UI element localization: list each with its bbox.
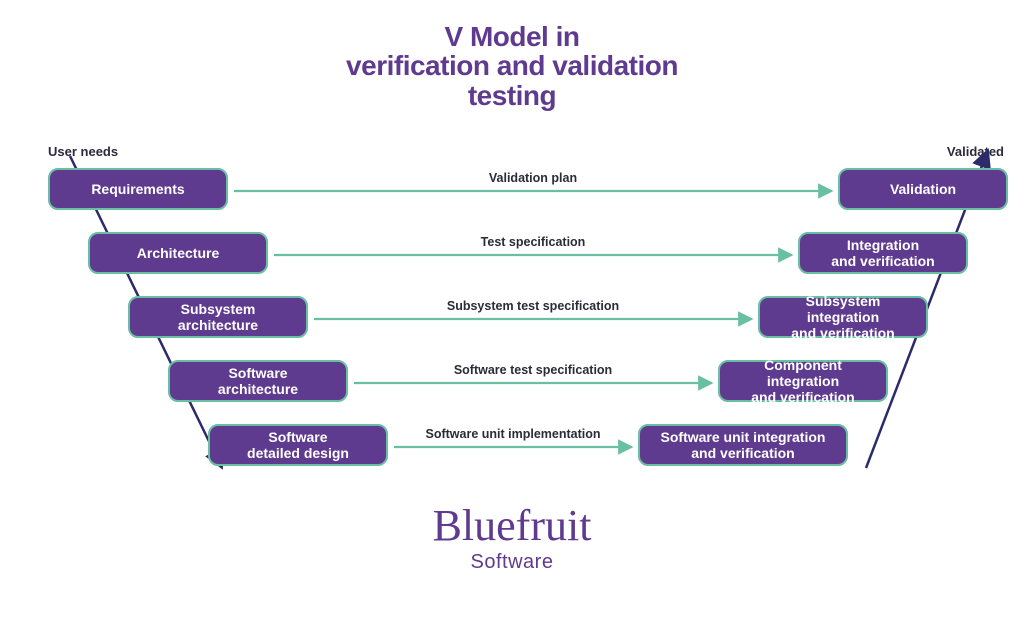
diagram-title: V Model in verification and validation t… <box>0 22 1024 110</box>
title-line-2: verification and validation <box>0 51 1024 80</box>
node-left-1: Architecture <box>88 232 268 274</box>
node-right-0: Validation <box>838 168 1008 210</box>
connector-label-0: Validation plan <box>489 171 577 185</box>
node-left-4: Softwaredetailed design <box>208 424 388 466</box>
node-right-4: Software unit integrationand verificatio… <box>638 424 848 466</box>
node-left-3: Softwarearchitecture <box>168 360 348 402</box>
logo-script-text: Bluefruit <box>433 500 592 551</box>
connector-label-3: Software test specification <box>454 363 612 377</box>
node-right-1: Integrationand verification <box>798 232 968 274</box>
node-left-0: Requirements <box>48 168 228 210</box>
logo-sub-text: Software <box>433 551 592 574</box>
node-right-3: Component integrationand verification <box>718 360 888 402</box>
node-left-2: Subsystemarchitecture <box>128 296 308 338</box>
v-model-diagram: V Model in verification and validation t… <box>0 0 1024 617</box>
end-label-right: Validated <box>947 144 1004 159</box>
end-label-left: User needs <box>48 144 118 159</box>
connector-label-2: Subsystem test specification <box>447 299 619 313</box>
connector-label-1: Test specification <box>481 235 586 249</box>
title-line-1: V Model in <box>0 22 1024 51</box>
title-line-3: testing <box>0 81 1024 110</box>
horizontal-connectors <box>234 191 832 447</box>
node-right-2: Subsystem integrationand verification <box>758 296 928 338</box>
bluefruit-logo: Bluefruit Software <box>433 500 592 574</box>
connector-label-4: Software unit implementation <box>425 427 600 441</box>
